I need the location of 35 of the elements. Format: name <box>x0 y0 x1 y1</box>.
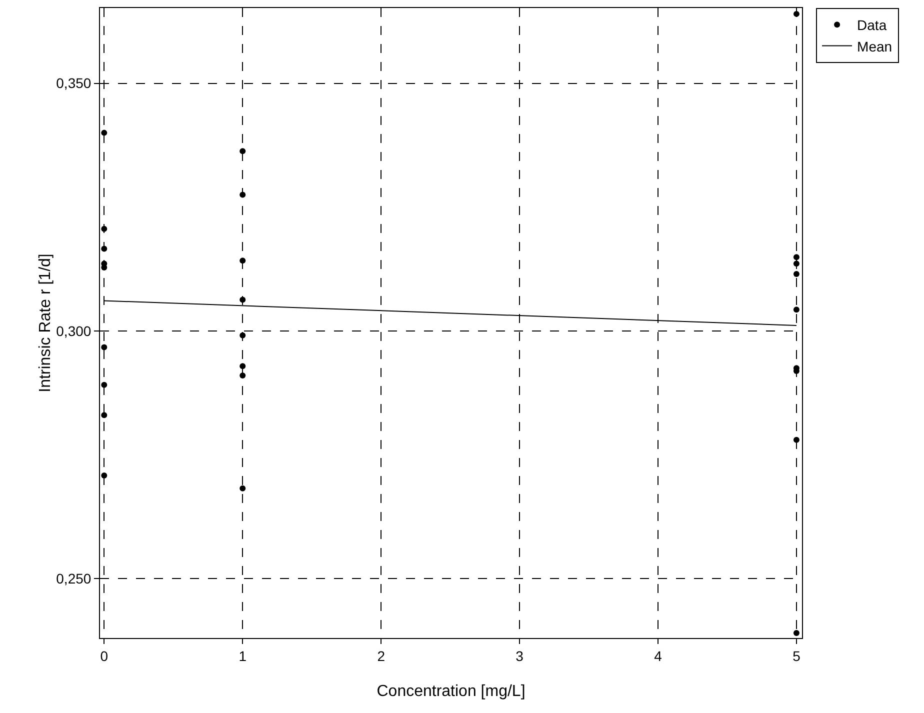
point <box>240 148 246 154</box>
x-tick-label: 1 <box>238 648 247 664</box>
point <box>101 344 108 350</box>
point <box>240 485 246 492</box>
point <box>793 630 800 636</box>
point <box>240 192 246 198</box>
point <box>101 472 108 479</box>
x-tick-label: 2 <box>377 648 386 664</box>
point <box>101 130 108 136</box>
point <box>793 260 800 267</box>
point <box>793 270 800 277</box>
legend-label: Data <box>857 17 887 34</box>
x-tick-label: 4 <box>654 648 662 664</box>
point <box>240 296 246 303</box>
y-tick-label: 0,250 <box>56 570 92 586</box>
point <box>101 246 108 252</box>
x-axis-title: Concentration [mg/L] <box>376 683 526 700</box>
y-tick-label: 0,300 <box>56 322 92 339</box>
point <box>240 332 246 338</box>
y-tick-label: 0,350 <box>56 75 92 92</box>
point <box>793 254 800 260</box>
point <box>793 436 800 443</box>
x-tick-label: 0 <box>100 648 108 664</box>
point <box>240 363 246 370</box>
point <box>793 10 800 17</box>
point <box>240 372 246 378</box>
point <box>101 226 108 232</box>
y-axis-title: Intrinsic Rate r [1/d] <box>37 254 54 392</box>
legend-label: Mean <box>857 38 892 54</box>
x-tick-label: 3 <box>516 648 524 664</box>
point <box>101 412 108 418</box>
x-tick-label: 5 <box>792 648 801 664</box>
point <box>101 382 108 388</box>
point <box>240 258 246 264</box>
point <box>793 306 800 313</box>
